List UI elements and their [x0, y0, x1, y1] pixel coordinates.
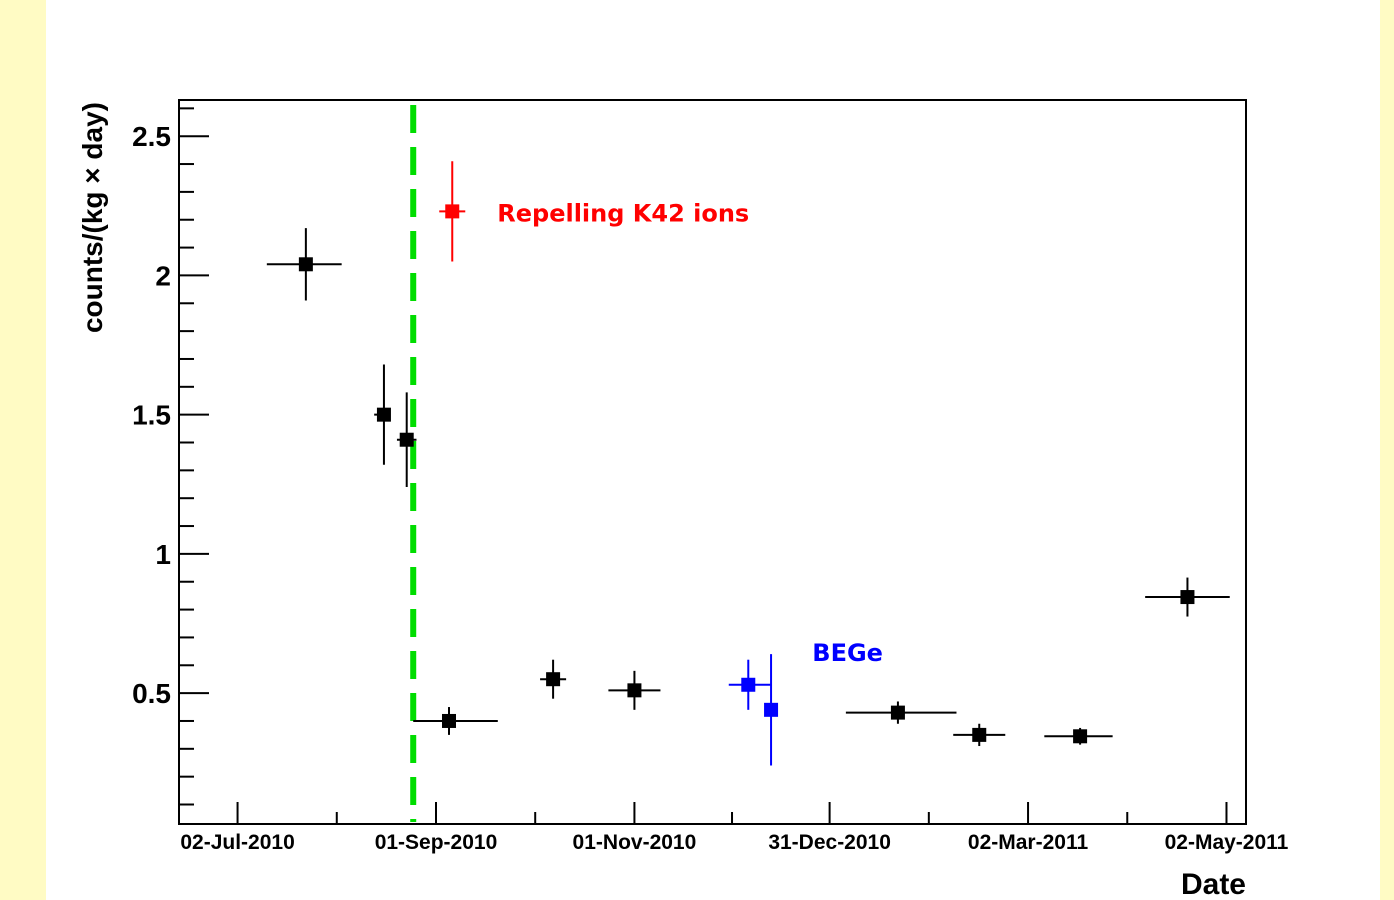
data-point: [764, 654, 779, 766]
data-point: [540, 659, 567, 699]
x-tick-label: 01-Sep-2010: [375, 831, 498, 854]
point-marker: [1073, 729, 1088, 744]
y-tick-label: 2: [155, 260, 171, 291]
point-marker: [298, 257, 313, 272]
point-marker: [445, 204, 460, 219]
data-point: [608, 670, 661, 710]
y-axis-title: counts/(kg × day): [77, 102, 108, 333]
point-marker: [546, 672, 561, 687]
data-point: [396, 392, 417, 488]
chart-canvas: 0.5 1 1.5 2 2.5 02-Jul-2010 01-Sep-2010 01-Nov-…: [77, 99, 1289, 900]
point-marker: [442, 713, 457, 728]
data-point: [374, 364, 391, 465]
x-tick-label: 02-May-2011: [1165, 831, 1289, 854]
chart-panel: 0.5 1 1.5 2 2.5 02-Jul-2010 01-Sep-2010 01-Nov-…: [46, 0, 1380, 900]
data-point: [1145, 577, 1230, 617]
data-point: [413, 707, 498, 735]
y-tick-label: 0.5: [132, 678, 171, 709]
y-tick-label: 2.5: [132, 121, 171, 152]
data-point: [845, 701, 957, 724]
data-point: [1044, 727, 1113, 745]
point-marker: [627, 683, 642, 698]
y-tick-label: 1.5: [132, 400, 171, 431]
plot-frame: [178, 99, 1247, 825]
point-marker: [741, 677, 756, 692]
y-tick-label: 1: [155, 539, 171, 570]
data-point: [266, 228, 342, 301]
data-point: [953, 723, 1006, 747]
point-marker: [399, 432, 414, 447]
x-axis-title: Date: [1181, 868, 1246, 900]
repelling-annotation: Repelling K42 ions: [497, 199, 749, 227]
point-marker: [972, 727, 987, 742]
data-point: [728, 659, 772, 710]
x-tick-label: 02-Mar-2011: [968, 831, 1089, 854]
point-marker: [376, 407, 391, 422]
x-tick-label: 31-Dec-2010: [768, 831, 891, 854]
data-point: [439, 161, 466, 262]
x-tick-label: 02-Jul-2010: [180, 831, 294, 854]
point-marker: [1180, 590, 1195, 605]
x-tick-label: 01-Nov-2010: [573, 831, 697, 854]
point-marker: [764, 702, 779, 717]
bege-annotation: BEGe: [812, 639, 883, 667]
point-marker: [890, 705, 905, 720]
